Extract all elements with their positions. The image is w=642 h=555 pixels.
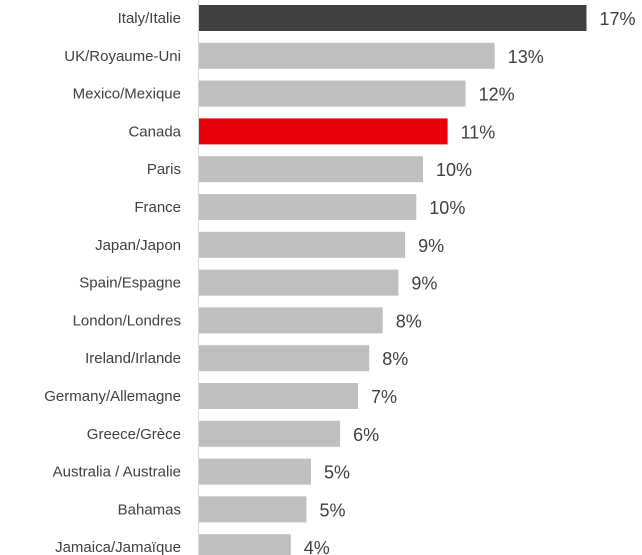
bar-greece-gr-ce	[199, 420, 341, 447]
value-label-italy-italie: 17%	[600, 9, 636, 29]
category-label-ireland-irlande: Ireland/Irlande	[85, 350, 181, 367]
value-label-paris: 10%	[436, 160, 472, 180]
bar-mexico-mexique	[199, 80, 466, 107]
value-label-france: 10%	[429, 198, 465, 218]
bar-ireland-irlande	[199, 345, 370, 372]
bar-paris	[199, 156, 423, 183]
value-label-australia-australie: 5%	[324, 463, 350, 483]
category-label-germany-allemagne: Germany/Allemagne	[44, 388, 181, 405]
category-label-japan-japon: Japan/Japon	[95, 237, 181, 254]
category-label-london-londres: London/Londres	[73, 312, 181, 329]
category-label-australia-australie: Australia / Australie	[53, 464, 181, 481]
value-label-germany-allemagne: 7%	[371, 387, 397, 407]
category-label-uk-royaume-uni: UK/Royaume-Uni	[64, 48, 181, 65]
bar-spain-espagne	[199, 269, 399, 296]
value-label-greece-gr-ce: 6%	[353, 425, 379, 445]
value-label-ireland-irlande: 8%	[382, 349, 408, 369]
bar-bahamas	[199, 496, 307, 523]
bar-london-londres	[199, 307, 383, 334]
value-label-canada: 11%	[461, 122, 496, 142]
value-label-london-londres: 8%	[396, 311, 422, 331]
bar-france	[199, 194, 417, 220]
value-labels-group: 17%13%12%11%10%10%9%9%8%8%7%6%5%5%4%	[304, 9, 636, 555]
bars-group	[199, 5, 587, 555]
value-label-jamaica-jama-que: 4%	[304, 538, 330, 555]
category-labels-group: Italy/Italie UK/Royaume-Uni Mexico/Mexique…	[44, 10, 181, 555]
bar-australia-australie	[199, 458, 311, 485]
category-label-mexico-mexique: Mexico/Mexique	[73, 86, 181, 103]
bar-germany-allemagne	[199, 383, 358, 409]
value-label-uk-royaume-uni: 13%	[508, 47, 544, 67]
bar-canada	[199, 118, 448, 145]
value-label-japan-japon: 9%	[418, 236, 444, 256]
category-label-spain-espagne: Spain/Espagne	[79, 275, 181, 292]
bar-uk-royaume-uni	[199, 42, 495, 69]
value-label-bahamas: 5%	[320, 500, 346, 520]
category-label-canada: Canada	[128, 123, 181, 140]
bar-jamaica-jama-que	[199, 534, 291, 555]
category-label-bahamas: Bahamas	[118, 501, 181, 518]
bar-japan-japon	[199, 231, 406, 258]
category-label-paris: Paris	[147, 161, 181, 178]
value-label-spain-espagne: 9%	[411, 274, 437, 294]
category-label-greece-gr-ce: Greece/Grèce	[87, 426, 181, 443]
category-label-italy-italie: Italy/Italie	[118, 10, 181, 27]
bar-italy-italie	[199, 5, 587, 31]
value-label-mexico-mexique: 12%	[479, 85, 515, 105]
category-label-france: France	[134, 199, 181, 216]
category-label-jamaica-jama-que: Jamaica/Jamaïque	[55, 539, 181, 555]
